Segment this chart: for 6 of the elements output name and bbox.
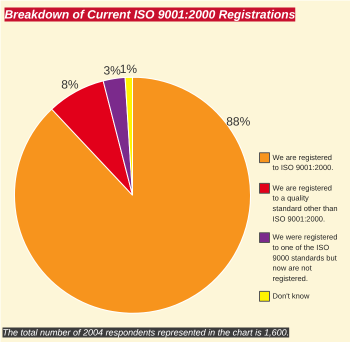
data-label: 8%	[61, 78, 79, 92]
data-label: 88%	[226, 114, 251, 129]
chart-title: Breakdown of Current ISO 9001:2000 Registrations	[4, 8, 296, 22]
data-label: 3%	[103, 63, 122, 78]
data-label: 1%	[120, 62, 138, 76]
text: The total number of 2004 respondents represented in the chart is 1,600.	[2, 328, 290, 338]
